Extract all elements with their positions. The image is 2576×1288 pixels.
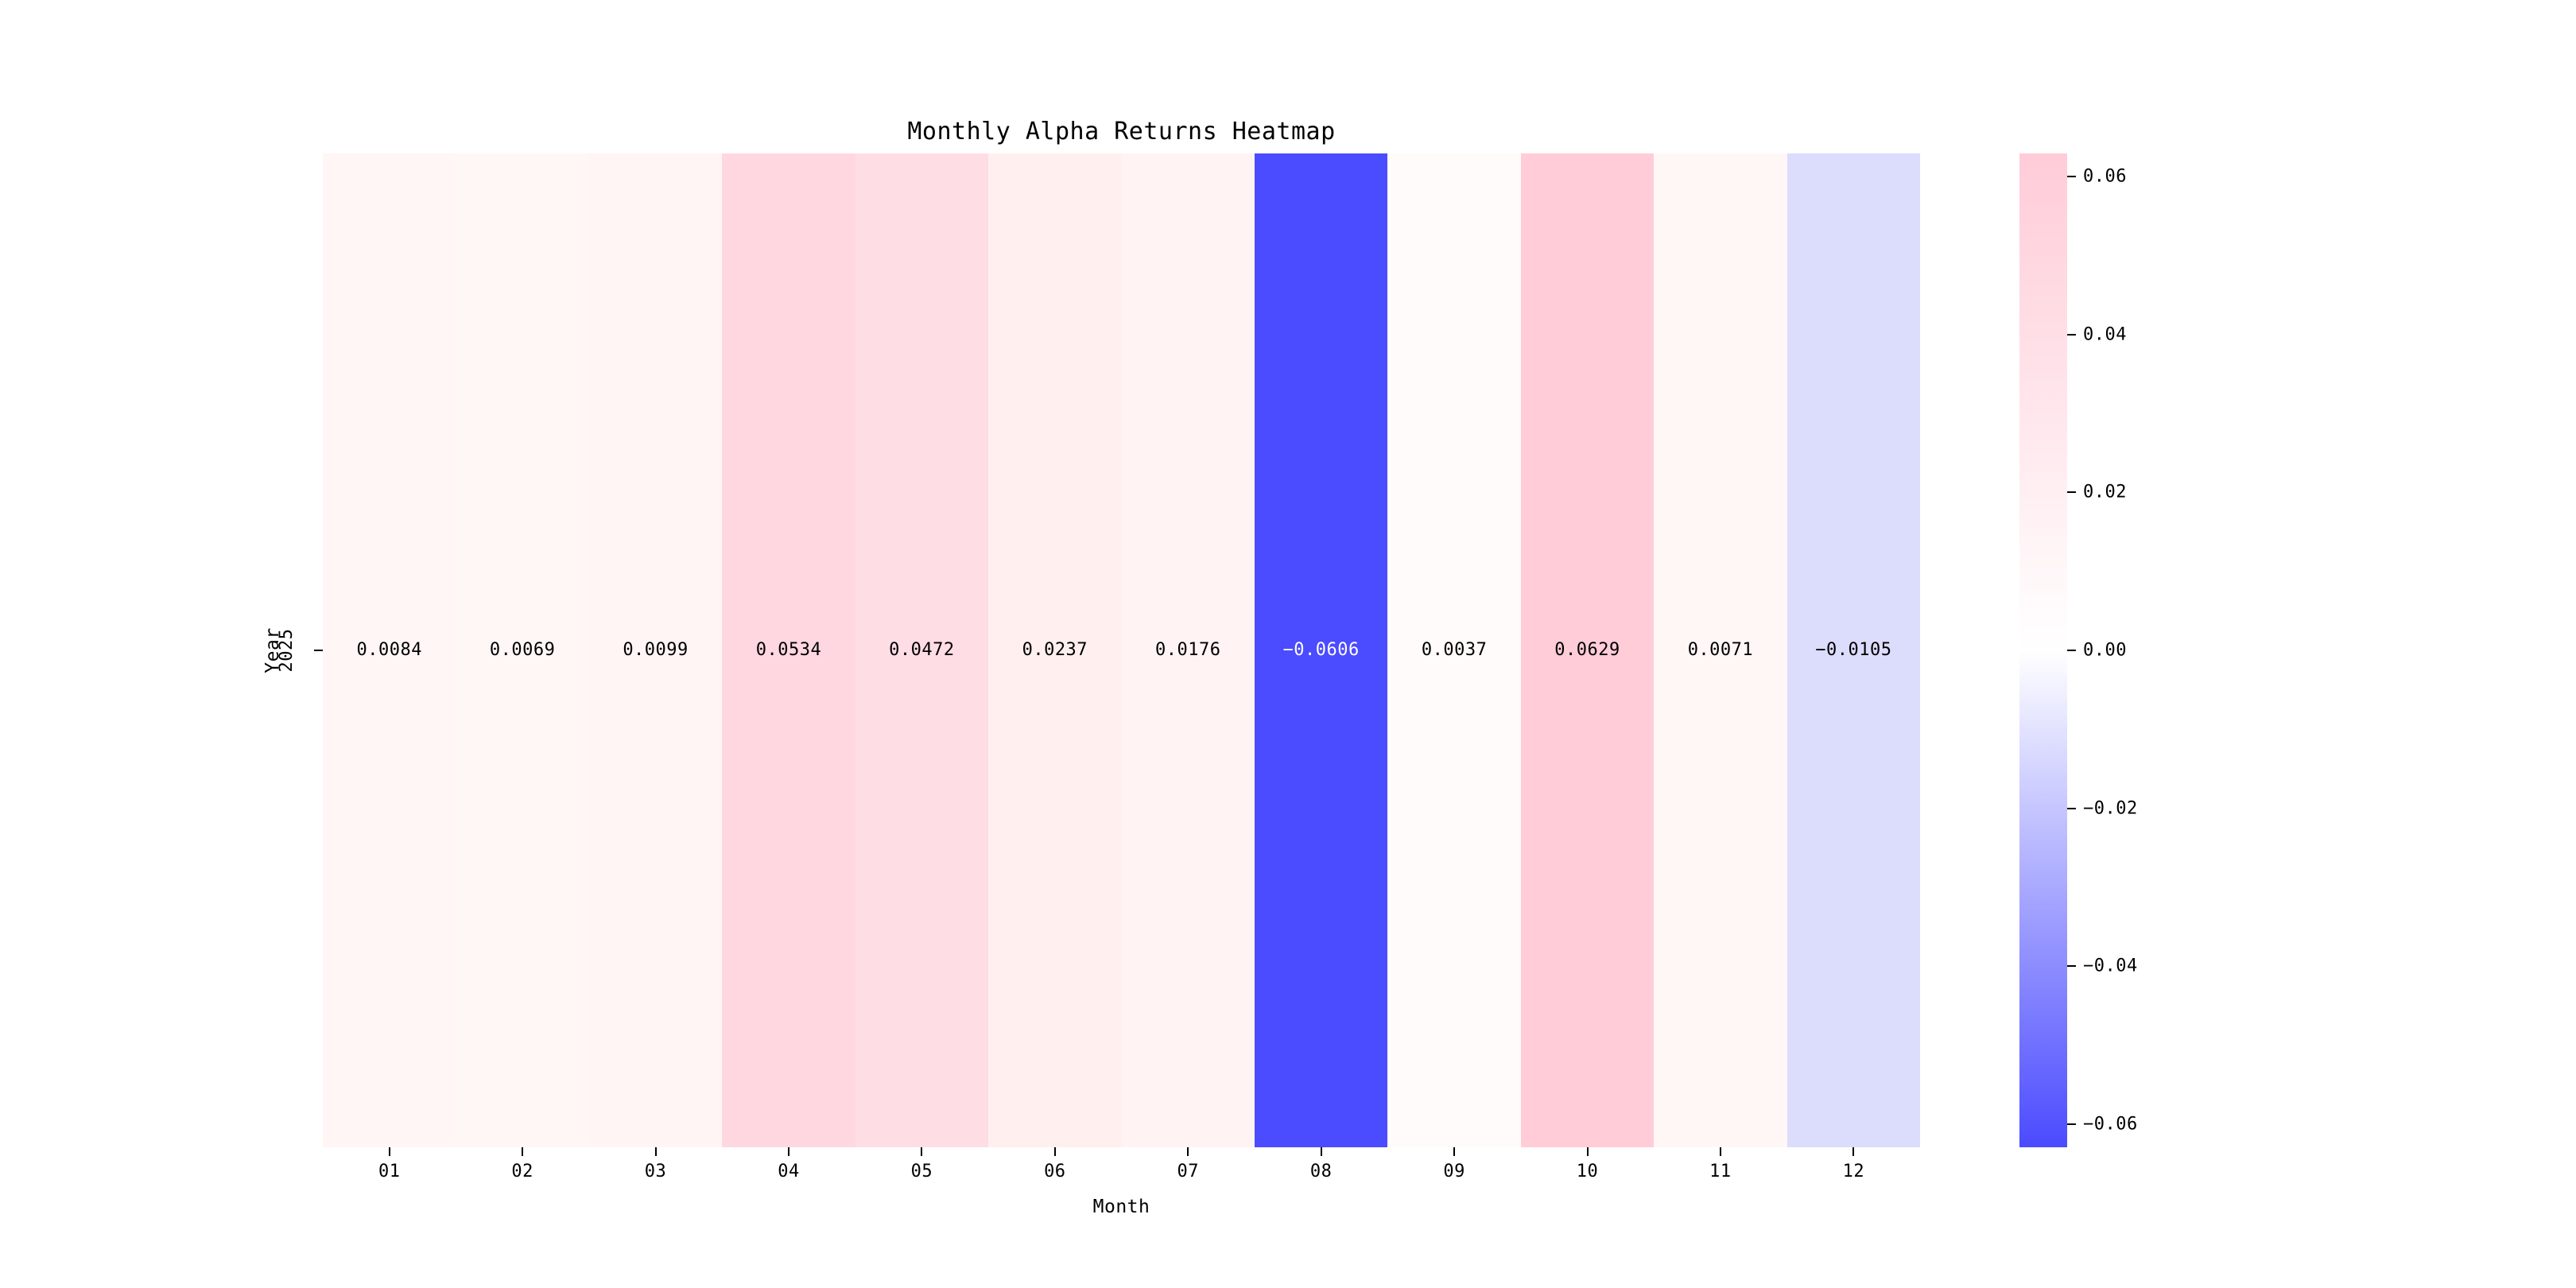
colorbar-tick-mark [2067,807,2076,809]
heatmap-cell: 0.0472 [855,153,989,1147]
heatmap-cell-value: 0.0071 [1687,640,1754,660]
heatmap-cell: 0.0176 [1121,153,1255,1147]
heatmap-cell: 0.0629 [1520,153,1655,1147]
colorbar-tick-label: 0.06 [2083,166,2127,187]
heatmap-cell-value: 0.0069 [489,640,556,660]
x-tick-mark [1320,1147,1322,1156]
page-title: Monthly Alpha Returns Heatmap [907,118,1336,145]
colorbar-tick-mark [2067,175,2076,177]
heatmap-cell-value: 0.0237 [1022,640,1088,660]
heatmap-cell: 0.0069 [456,153,589,1147]
x-tick: 12 [1787,1147,1920,1203]
x-tick: 03 [589,1147,722,1203]
x-tick-label: 02 [511,1162,533,1181]
colorbar: 0.06 0.04 0.02 0.00 −0.02 −0.04 −0.06 [2019,153,2137,1147]
heatmap-cell: 0.0071 [1654,153,1787,1147]
x-tick-mark [1586,1147,1589,1156]
x-tick-label: 08 [1309,1162,1333,1181]
heatmap-cell: −0.0606 [1254,153,1388,1147]
x-tick: 11 [1654,1147,1787,1203]
x-tick-mark [388,1147,390,1156]
colorbar-tick-label: 0.04 [2083,324,2127,345]
x-tick: 01 [323,1147,456,1203]
x-tick-label: 05 [910,1162,933,1181]
heatmap-cell-grid: 0.0084 0.0069 0.0099 0.0534 0.0472 0.0237 0.01… [323,153,1921,1147]
x-tick-label: 01 [378,1162,401,1181]
x-tick: 04 [722,1147,855,1203]
x-tick: 02 [456,1147,588,1203]
x-tick-mark [921,1147,923,1156]
colorbar-tick-label: 0.00 [2083,640,2127,661]
x-tick-label: 07 [1177,1162,1199,1181]
x-tick-label: 04 [778,1162,800,1181]
x-tick-mark [1719,1147,1721,1156]
x-tick-label: 03 [644,1162,667,1181]
colorbar-ticks: 0.06 0.04 0.02 0.00 −0.02 −0.04 −0.06 [2067,153,2226,1147]
colorbar-tick-label: −0.04 [2083,956,2138,976]
colorbar-tick-mark [2067,333,2076,336]
x-tick: 07 [1122,1147,1255,1203]
colorbar-tick-label: 0.02 [2083,482,2127,502]
x-tick-mark [654,1147,657,1156]
heatmap-cell: 0.0084 [323,153,456,1147]
x-tick: 06 [988,1147,1121,1203]
y-axis-label: Year [262,627,283,673]
x-tick-mark [522,1147,524,1156]
heatmap-cell-value: 0.0534 [755,640,822,660]
heatmap-cell: 0.0534 [722,153,855,1147]
colorbar-tick-mark [2067,491,2076,494]
x-tick-mark [787,1147,789,1156]
heatmap-cell-value: 0.0472 [889,640,955,660]
x-tick-label: 06 [1044,1162,1066,1181]
x-tick: 10 [1521,1147,1654,1203]
heatmap-cell-value: 0.0084 [356,640,422,660]
heatmap-cell-value: 0.0176 [1155,640,1221,660]
heatmap-plot-area: 0.0084 0.0069 0.0099 0.0534 0.0472 0.0237 0.01… [323,153,1921,1147]
y-tick-mark [314,650,323,651]
x-axis-ticks: 01 02 03 04 05 06 07 08 09 10 11 12 [323,1147,1920,1203]
colorbar-tick-label: −0.06 [2083,1114,2138,1135]
heatmap-cell: 0.0037 [1387,153,1521,1147]
heatmap-cell: −0.0105 [1787,153,1921,1147]
x-tick-label: 11 [1709,1162,1732,1181]
x-axis-label: Month [1092,1197,1150,1217]
x-tick-mark [1187,1147,1189,1156]
colorbar-tick-mark [2067,965,2076,968]
colorbar-tick-mark [2067,1123,2076,1126]
colorbar-gradient [2019,153,2067,1147]
heatmap-cell-value: 0.0099 [623,640,689,660]
heatmap-cell: 0.0237 [988,153,1122,1147]
heatmap-cell-value: −0.0606 [1282,640,1360,660]
x-tick-label: 12 [1842,1162,1865,1181]
x-tick-mark [1852,1147,1855,1156]
x-tick: 09 [1387,1147,1520,1203]
heatmap-cell-value: 0.0037 [1421,640,1488,660]
heatmap-cell: 0.0099 [588,153,723,1147]
colorbar-tick-label: −0.02 [2083,798,2138,819]
x-tick-mark [1053,1147,1056,1156]
x-tick-label: 09 [1443,1162,1465,1181]
x-tick-mark [1453,1147,1456,1156]
y-axis-ticks: 2025 [0,153,323,1147]
heatmap-cell-value: −0.0105 [1815,640,1892,660]
x-tick: 08 [1255,1147,1387,1203]
heatmap-cell-value: 0.0629 [1554,640,1620,660]
x-tick: 05 [855,1147,988,1203]
colorbar-tick-mark [2067,650,2076,651]
x-tick-label: 10 [1576,1162,1599,1181]
